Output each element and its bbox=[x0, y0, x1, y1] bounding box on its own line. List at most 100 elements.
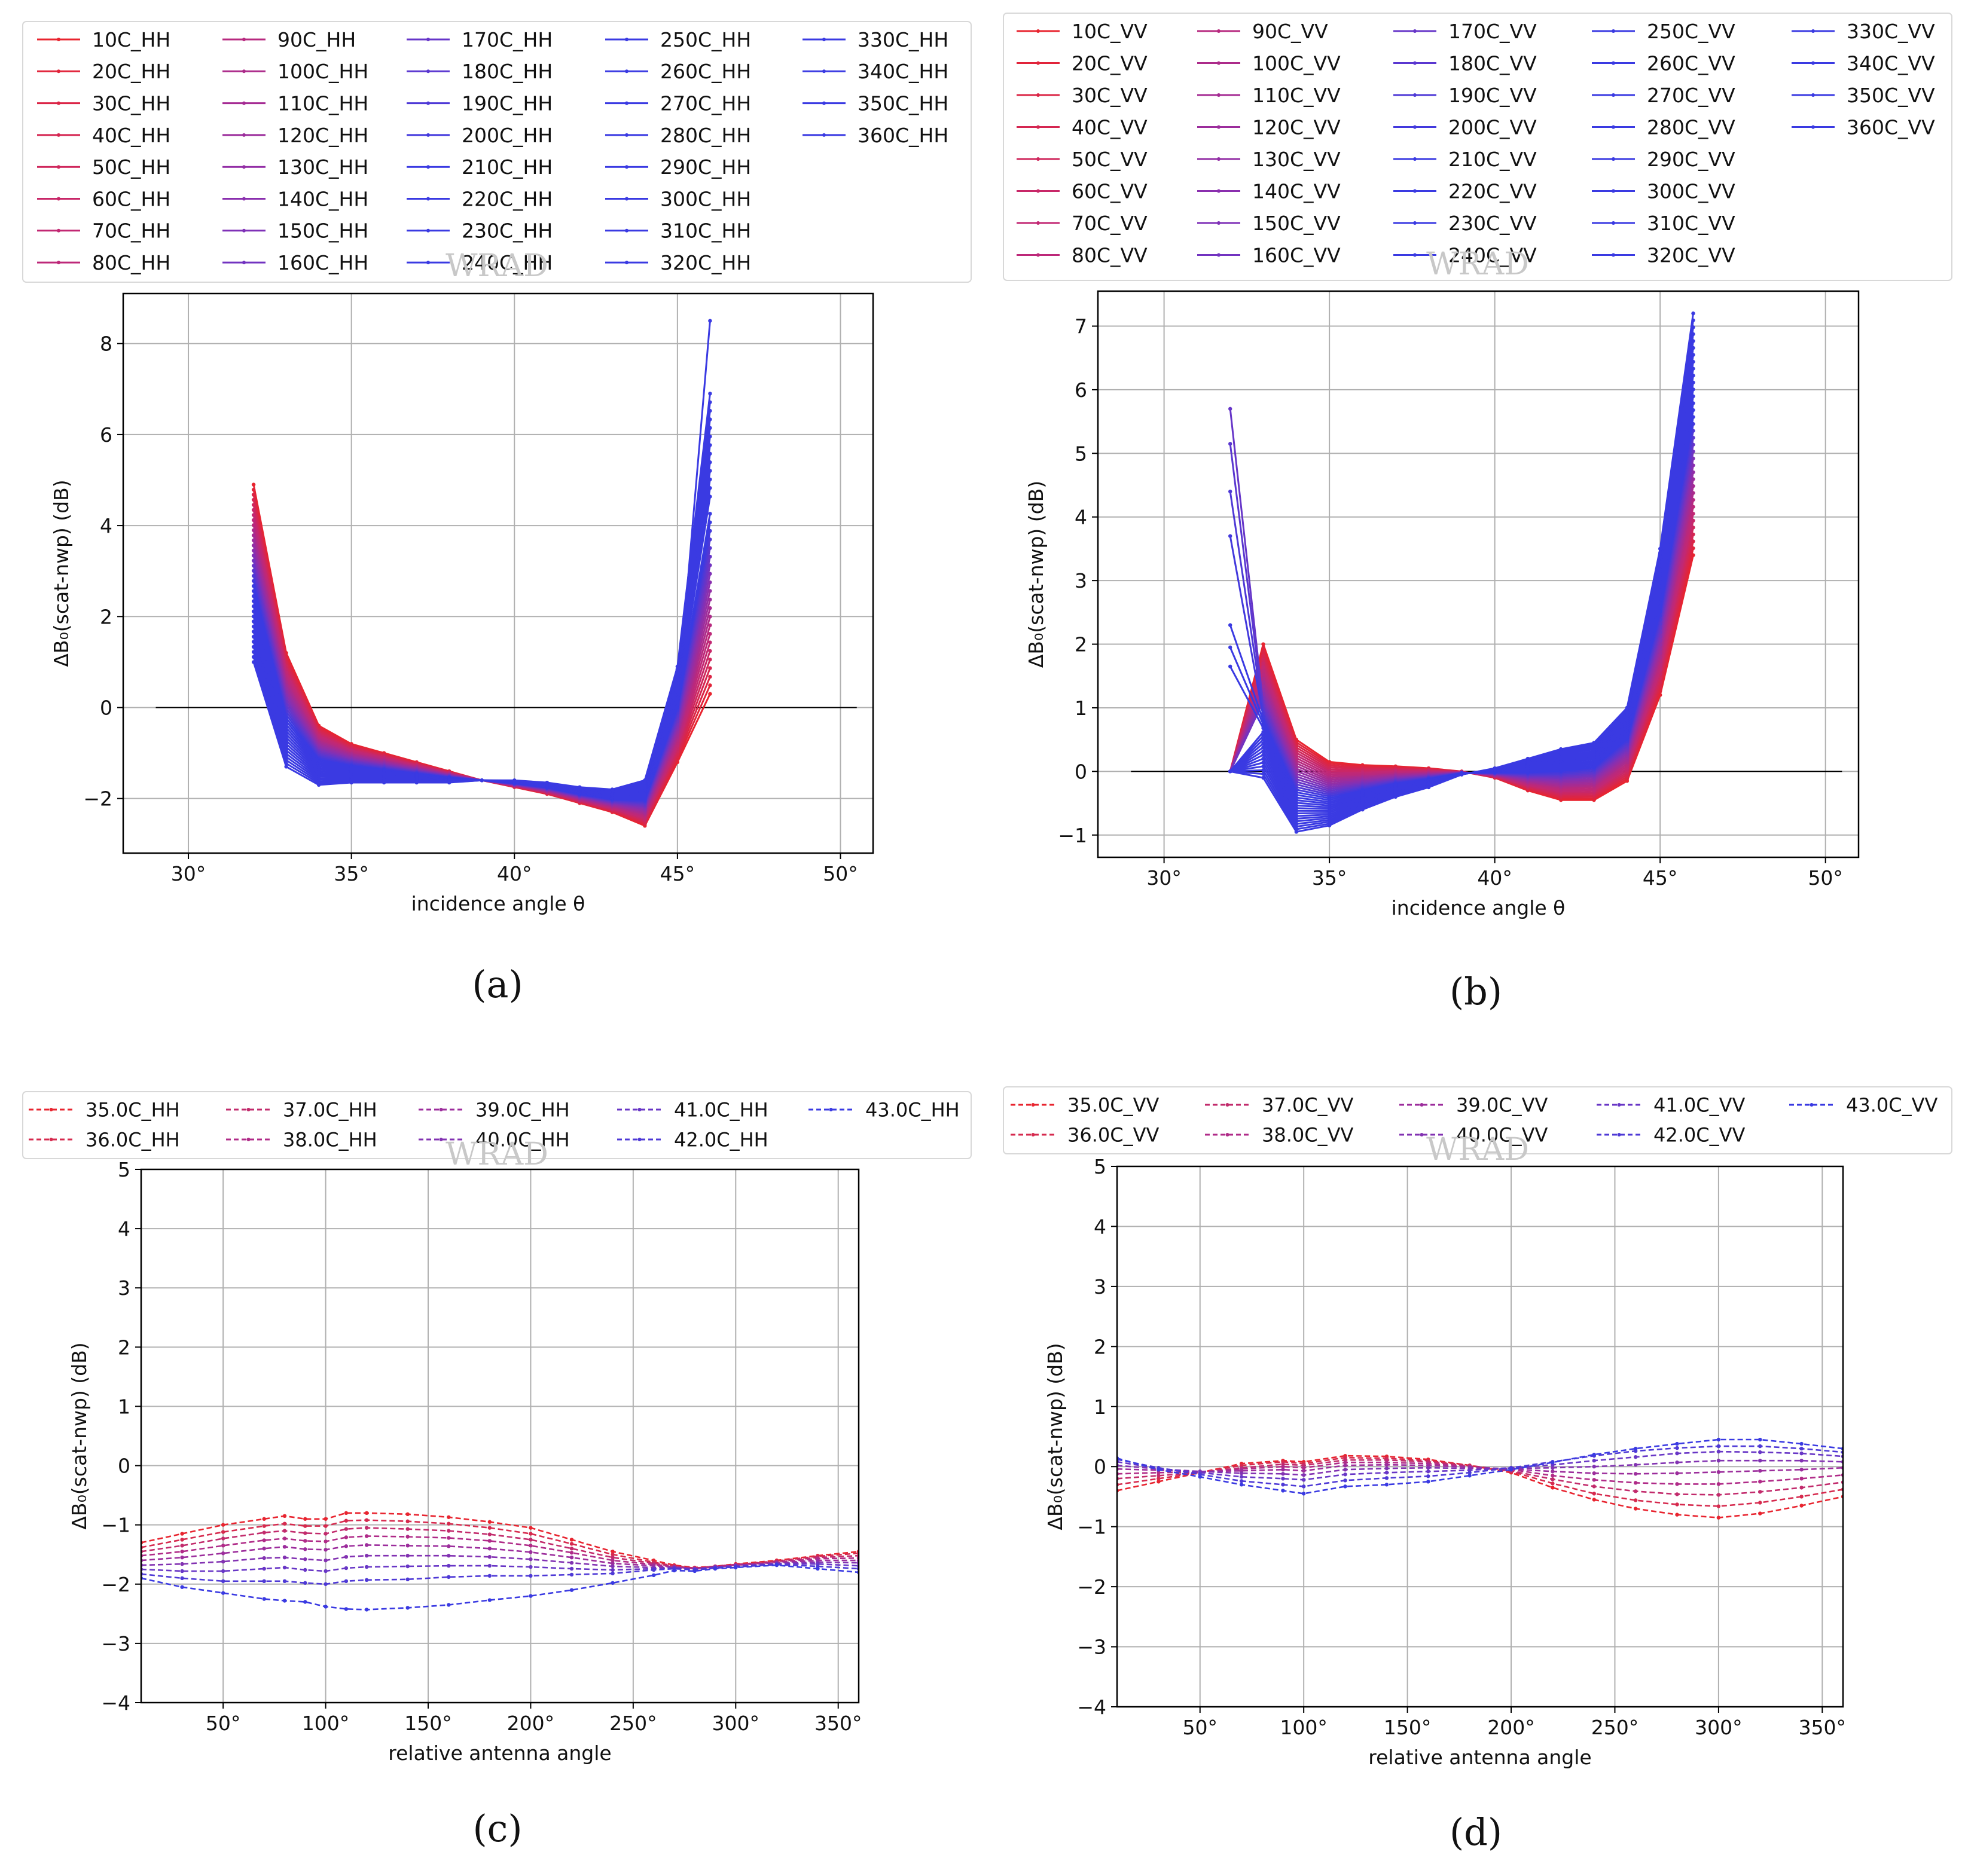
legend-label-50C_VV: 50C_VV bbox=[1072, 148, 1148, 171]
point-41.0C_HH bbox=[364, 1565, 369, 1569]
legend-marker-130C_HH bbox=[242, 165, 246, 169]
point-43.0C_VV bbox=[1551, 1460, 1555, 1465]
y-tick-label: 5 bbox=[1075, 442, 1087, 465]
point-42.0C_HH bbox=[344, 1579, 349, 1584]
legend-label-38.0C_VV: 38.0C_VV bbox=[1262, 1124, 1353, 1147]
legend-marker-42.0C_VV bbox=[1617, 1133, 1621, 1136]
point-37.0C_VV bbox=[1157, 1474, 1161, 1478]
point-40.0C_VV bbox=[1281, 1472, 1285, 1476]
legend-label-350C_HH: 350C_HH bbox=[858, 91, 948, 115]
point-43.0C_VV bbox=[1675, 1441, 1679, 1446]
legend-label-41.0C_VV: 41.0C_VV bbox=[1653, 1094, 1745, 1117]
series-line-37.0C_HH bbox=[141, 1527, 859, 1569]
point-180C_VV bbox=[1228, 442, 1232, 446]
point-43.0C_HH bbox=[221, 1591, 225, 1595]
point-38.0C_HH bbox=[447, 1536, 451, 1540]
chart-panel-a: 10C_HH 20C_HH 30C_HH 40C_HH 50C_HH 60C_HH 70C_… bbox=[22, 21, 972, 1006]
legend-marker-250C_VV bbox=[1612, 29, 1615, 33]
legend-marker-180C_HH bbox=[426, 69, 430, 74]
y-tick-label: 6 bbox=[1075, 378, 1087, 402]
legend-label-270C_VV: 270C_VV bbox=[1647, 84, 1735, 107]
x-tick-label: 45° bbox=[660, 862, 695, 885]
point-36.0C_HH bbox=[324, 1524, 328, 1528]
point-36.0C_HH bbox=[221, 1530, 225, 1534]
point-36.0C_VV bbox=[1157, 1477, 1161, 1481]
point-40.0C_VV bbox=[1239, 1471, 1244, 1475]
x-tick-label: 200° bbox=[1487, 1716, 1535, 1739]
legend-label-130C_VV: 130C_VV bbox=[1252, 148, 1341, 171]
point-42.0C_HH bbox=[324, 1582, 328, 1586]
series-line-38.0C_HH bbox=[141, 1535, 859, 1570]
point-43.0C_HH bbox=[447, 1603, 451, 1607]
axes-frame bbox=[1116, 1165, 1844, 1708]
legend-label-70C_VV: 70C_VV bbox=[1072, 212, 1148, 235]
legend-marker-330C_VV bbox=[1811, 29, 1815, 33]
point-40.0C_VV bbox=[1799, 1458, 1804, 1463]
legend-marker-230C_VV bbox=[1413, 221, 1417, 225]
point-40.0C_HH bbox=[447, 1554, 451, 1558]
point-37.0C_VV bbox=[1716, 1493, 1721, 1497]
legend-label-39.0C_VV: 39.0C_VV bbox=[1456, 1094, 1548, 1117]
point-42.0C_HH bbox=[221, 1579, 225, 1584]
point-39.0C_HH bbox=[529, 1550, 533, 1554]
point-360C_HH bbox=[643, 778, 647, 783]
point-35.0C_HH bbox=[569, 1538, 574, 1542]
point-42.0C_VV bbox=[1426, 1474, 1430, 1478]
point-35.0C_HH bbox=[180, 1532, 184, 1536]
point-38.0C_HH bbox=[529, 1544, 533, 1548]
y-tick-label: −4 bbox=[1077, 1695, 1106, 1719]
point-38.0C_VV bbox=[1343, 1460, 1347, 1465]
point-41.0C_VV bbox=[1675, 1451, 1679, 1456]
point-39.0C_VV bbox=[1758, 1469, 1762, 1473]
panel-caption: (a) bbox=[472, 963, 523, 1006]
point-42.0C_HH bbox=[611, 1571, 615, 1576]
point-120C_VV bbox=[1261, 684, 1265, 688]
legend-marker-40C_VV bbox=[1036, 125, 1040, 129]
legend-marker-120C_HH bbox=[242, 133, 246, 137]
point-39.0C_HH bbox=[324, 1548, 328, 1552]
y-tick-label: 1 bbox=[1094, 1395, 1106, 1419]
legend-marker-70C_VV bbox=[1036, 221, 1040, 225]
legend-label-80C_VV: 80C_VV bbox=[1072, 243, 1148, 267]
point-36.0C_HH bbox=[405, 1519, 410, 1523]
point-360C_VV bbox=[1493, 766, 1497, 771]
legend-label-40C_HH: 40C_HH bbox=[92, 124, 170, 147]
point-41.0C_HH bbox=[405, 1564, 410, 1569]
point-35.0C_VV bbox=[1758, 1511, 1762, 1516]
series-line-36.0C_HH bbox=[141, 1519, 859, 1569]
point-39.0C_VV bbox=[1675, 1471, 1679, 1475]
point-300C_VV bbox=[1261, 753, 1265, 757]
legend-marker-140C_HH bbox=[242, 197, 246, 201]
point-40.0C_VV bbox=[1633, 1463, 1638, 1467]
point-260C_VV bbox=[1261, 737, 1265, 742]
legend-label-110C_HH: 110C_HH bbox=[277, 91, 368, 115]
point-40.0C_HH bbox=[180, 1562, 184, 1566]
y-tick-label: −1 bbox=[101, 1514, 130, 1537]
point-190C_VV bbox=[1228, 489, 1232, 494]
point-42.0C_VV bbox=[1384, 1476, 1389, 1480]
point-43.0C_VV bbox=[1799, 1441, 1804, 1446]
point-41.0C_VV bbox=[1592, 1458, 1596, 1463]
legend-marker-40.0C_VV bbox=[1420, 1133, 1424, 1136]
point-43.0C_HH bbox=[734, 1565, 738, 1570]
legend-marker-100C_HH bbox=[242, 69, 246, 74]
point-36.0C_VV bbox=[1633, 1498, 1638, 1502]
y-tick-label: 3 bbox=[1075, 569, 1087, 592]
point-36.0C_HH bbox=[611, 1553, 615, 1557]
legend-marker-340C_HH bbox=[822, 69, 826, 74]
point-41.0C_HH bbox=[221, 1569, 225, 1573]
point-37.0C_HH bbox=[569, 1547, 574, 1551]
point-280C_VV bbox=[1261, 745, 1265, 750]
y-tick-label: 4 bbox=[1075, 506, 1087, 529]
y-tick-label: 2 bbox=[1094, 1335, 1106, 1358]
point-41.0C_VV bbox=[1799, 1451, 1804, 1456]
point-41.0C_VV bbox=[1343, 1472, 1347, 1477]
point-43.0C_HH bbox=[303, 1600, 307, 1604]
point-37.0C_VV bbox=[1551, 1477, 1555, 1481]
point-10C_VV bbox=[1261, 642, 1265, 646]
point-42.0C_HH bbox=[569, 1572, 574, 1577]
x-tick-label: 250° bbox=[1591, 1716, 1639, 1739]
point-36.0C_HH bbox=[262, 1524, 266, 1528]
point-60C_HH bbox=[251, 508, 256, 512]
legend-label-90C_VV: 90C_VV bbox=[1252, 20, 1328, 43]
